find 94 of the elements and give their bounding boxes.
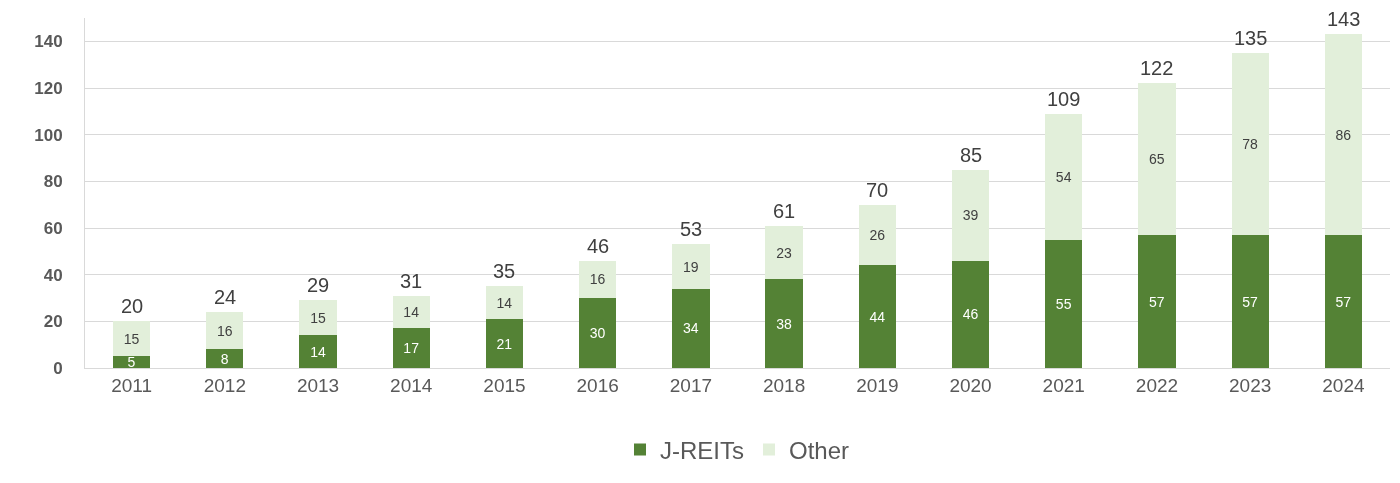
total-label: 109	[1047, 88, 1081, 110]
x-tick-label: 2020	[949, 374, 992, 396]
total-label: 143	[1327, 8, 1361, 30]
bar	[485, 319, 524, 368]
total-label: 135	[1234, 27, 1268, 49]
data-label: 65	[1149, 151, 1165, 168]
x-tick-label: 2014	[390, 374, 433, 396]
data-label: 86	[1335, 126, 1352, 143]
data-label: 17	[403, 340, 420, 357]
data-label: 39	[962, 207, 979, 224]
x-tick-label: 2017	[669, 374, 713, 396]
data-label: 21	[496, 335, 513, 352]
y-tick-label: 60	[43, 218, 63, 238]
bar	[672, 288, 710, 368]
x-tick-label: 2023	[1229, 374, 1272, 396]
total-label: 122	[1140, 57, 1174, 79]
x-tick-label: 2016	[576, 374, 619, 396]
data-label: 16	[216, 322, 233, 339]
data-label: 23	[776, 244, 792, 261]
bar	[579, 260, 617, 298]
x-tick-label: 2024	[1322, 374, 1365, 396]
bar	[951, 260, 990, 368]
data-label: 46	[962, 306, 979, 323]
bar	[1324, 235, 1363, 368]
data-label: 57	[1242, 293, 1259, 310]
x-tick-label: 2013	[296, 374, 340, 396]
bar	[1045, 113, 1083, 240]
data-label: 5	[127, 354, 136, 371]
total-label: 29	[307, 274, 330, 296]
bar	[1324, 34, 1363, 235]
legend-label: Other	[789, 436, 850, 464]
total-label: 24	[214, 286, 237, 308]
x-tick-label: 2012	[203, 374, 246, 396]
y-tick-label: 100	[34, 125, 63, 145]
y-tick-label: 140	[34, 32, 63, 52]
data-label: 16	[589, 271, 606, 288]
bar	[1138, 83, 1176, 235]
bar	[1231, 53, 1269, 235]
y-tick-label: 40	[43, 265, 63, 285]
y-tick-label: 80	[43, 172, 63, 192]
data-label: 15	[310, 309, 326, 326]
total-label: 20	[121, 295, 144, 317]
total-label: 70	[866, 179, 889, 201]
bar	[951, 169, 990, 261]
data-label: 44	[869, 308, 886, 325]
total-label: 61	[773, 200, 796, 222]
total-label: 46	[587, 235, 610, 257]
bar	[1045, 239, 1083, 368]
bar	[672, 244, 710, 289]
x-tick-label: 2018	[762, 374, 806, 396]
total-label: 35	[493, 260, 516, 282]
y-tick-label: 120	[34, 78, 63, 98]
data-label: 38	[776, 315, 792, 332]
data-label: 34	[683, 320, 699, 337]
bar	[858, 265, 896, 368]
x-tick-label: 2022	[1135, 374, 1179, 396]
x-tick-label: 2019	[856, 374, 899, 396]
total-label: 53	[680, 218, 703, 240]
bar	[392, 295, 430, 329]
x-tick-label: 2011	[111, 374, 153, 396]
data-label: 54	[1055, 168, 1072, 185]
bar	[392, 328, 430, 368]
bar	[485, 286, 524, 319]
data-label: 26	[869, 227, 886, 243]
bar	[765, 279, 803, 368]
total-label: 85	[960, 144, 983, 166]
data-label: 15	[123, 330, 140, 347]
bar	[858, 204, 896, 266]
data-label: 8	[220, 350, 229, 367]
x-tick-label: 2015	[483, 374, 526, 396]
y-tick-label: 0	[53, 358, 63, 378]
bar	[299, 300, 337, 336]
data-label: 55	[1055, 295, 1072, 312]
data-label: 14	[403, 304, 420, 320]
total-label: 31	[400, 270, 423, 292]
bar	[112, 356, 151, 368]
x-tick-label: 2021	[1042, 374, 1085, 396]
bar	[112, 321, 151, 357]
bar	[299, 335, 337, 368]
data-label: 14	[310, 343, 326, 360]
legend-label: J-REITs	[660, 436, 744, 464]
bar	[206, 349, 244, 368]
bar	[579, 298, 617, 368]
bar	[765, 225, 803, 280]
data-label: 57	[1149, 293, 1165, 310]
bar	[206, 312, 244, 350]
bar	[1231, 235, 1269, 368]
data-label: 78	[1242, 136, 1259, 152]
bar	[1138, 235, 1176, 368]
data-label: 30	[589, 325, 606, 341]
data-label: 14	[496, 294, 513, 311]
y-tick-label: 20	[43, 312, 63, 332]
data-label: 57	[1335, 293, 1352, 310]
data-label: 19	[683, 258, 699, 275]
